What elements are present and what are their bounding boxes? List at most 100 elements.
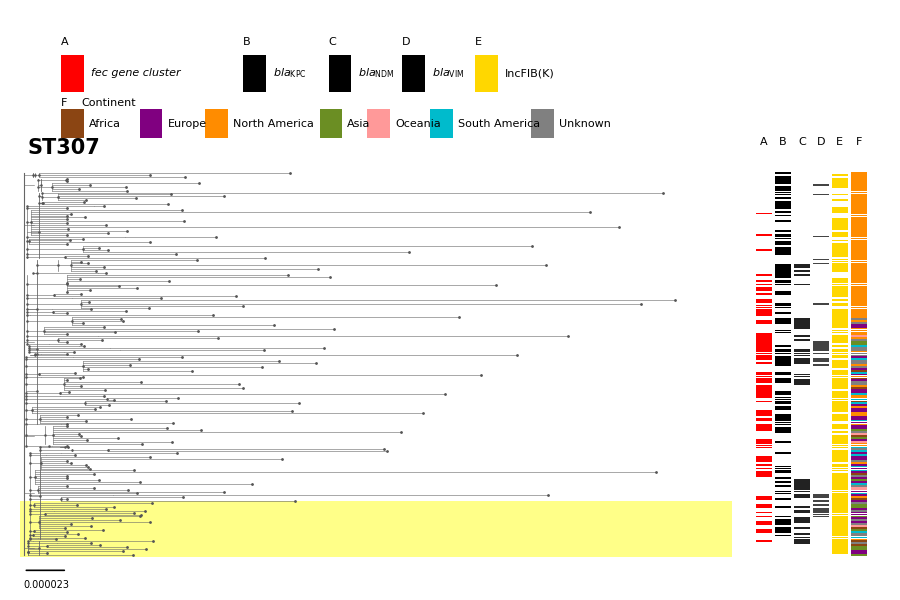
Bar bbox=[794, 324, 810, 326]
Bar bbox=[794, 335, 810, 337]
Bar bbox=[832, 249, 848, 251]
Bar bbox=[832, 408, 848, 410]
Bar bbox=[775, 472, 791, 473]
Bar bbox=[813, 263, 829, 264]
Bar bbox=[813, 514, 829, 515]
Bar bbox=[850, 533, 867, 535]
Bar bbox=[813, 361, 829, 362]
Bar bbox=[775, 182, 791, 184]
Bar bbox=[794, 361, 810, 362]
Bar bbox=[850, 481, 867, 483]
Bar bbox=[775, 215, 791, 217]
Bar bbox=[794, 506, 810, 508]
Bar bbox=[756, 335, 772, 337]
Bar bbox=[850, 218, 867, 220]
Bar bbox=[775, 398, 791, 400]
Bar bbox=[832, 536, 848, 538]
Bar bbox=[850, 502, 867, 504]
Bar bbox=[832, 310, 848, 312]
Bar bbox=[850, 293, 867, 295]
Bar bbox=[832, 305, 848, 307]
Bar bbox=[850, 443, 867, 445]
Bar bbox=[850, 372, 867, 374]
Bar bbox=[756, 387, 772, 389]
Bar bbox=[794, 353, 810, 355]
Text: South America: South America bbox=[458, 119, 540, 128]
Bar bbox=[832, 439, 848, 440]
Bar bbox=[775, 531, 791, 533]
Bar bbox=[756, 355, 772, 356]
Bar bbox=[850, 445, 867, 446]
Bar bbox=[850, 292, 867, 293]
Bar bbox=[756, 343, 772, 345]
Bar bbox=[832, 527, 848, 529]
Bar bbox=[850, 328, 867, 329]
Bar bbox=[850, 527, 867, 529]
Bar bbox=[850, 460, 867, 462]
Bar bbox=[756, 379, 772, 381]
Bar bbox=[756, 289, 772, 291]
Bar bbox=[850, 382, 867, 383]
Bar bbox=[850, 424, 867, 425]
Bar bbox=[813, 236, 829, 238]
FancyBboxPatch shape bbox=[243, 55, 266, 92]
Bar bbox=[832, 493, 848, 494]
Bar bbox=[813, 504, 829, 506]
Bar bbox=[794, 483, 810, 485]
Bar bbox=[850, 448, 867, 450]
Bar bbox=[775, 186, 791, 188]
Bar bbox=[756, 334, 772, 335]
Bar bbox=[850, 268, 867, 270]
Bar bbox=[850, 550, 867, 552]
Bar bbox=[850, 232, 867, 233]
Bar bbox=[832, 224, 848, 226]
Bar bbox=[850, 308, 867, 310]
Bar bbox=[850, 383, 867, 385]
Bar bbox=[850, 466, 867, 467]
Bar bbox=[850, 351, 867, 352]
Bar bbox=[832, 458, 848, 460]
Bar bbox=[756, 349, 772, 350]
Bar bbox=[832, 393, 848, 395]
Bar bbox=[850, 418, 867, 419]
Bar bbox=[832, 286, 848, 287]
Bar bbox=[794, 487, 810, 488]
Bar bbox=[850, 241, 867, 243]
Bar bbox=[756, 467, 772, 469]
Bar bbox=[850, 194, 867, 195]
Bar bbox=[850, 470, 867, 471]
Bar bbox=[850, 199, 867, 201]
Bar bbox=[832, 218, 848, 220]
Bar bbox=[756, 395, 772, 397]
Bar bbox=[794, 358, 810, 360]
Bar bbox=[775, 220, 791, 222]
Bar bbox=[756, 307, 772, 308]
Bar bbox=[775, 320, 791, 322]
Bar bbox=[775, 515, 791, 517]
Bar bbox=[756, 280, 772, 281]
Bar bbox=[794, 479, 810, 481]
Bar bbox=[756, 412, 772, 414]
Bar bbox=[756, 314, 772, 316]
Bar bbox=[850, 435, 867, 437]
Bar bbox=[832, 228, 848, 230]
Bar bbox=[850, 224, 867, 226]
Bar bbox=[832, 209, 848, 211]
Bar bbox=[850, 456, 867, 458]
Bar bbox=[775, 253, 791, 255]
Bar bbox=[756, 362, 772, 364]
Bar bbox=[850, 284, 867, 286]
Bar bbox=[813, 347, 829, 349]
Text: Continent: Continent bbox=[81, 98, 136, 108]
Bar bbox=[756, 472, 772, 473]
Bar bbox=[794, 322, 810, 324]
Bar bbox=[850, 184, 867, 186]
Bar bbox=[813, 184, 829, 186]
Bar bbox=[850, 203, 867, 205]
Bar bbox=[756, 397, 772, 398]
FancyBboxPatch shape bbox=[61, 109, 84, 138]
Bar bbox=[850, 186, 867, 188]
Bar bbox=[832, 341, 848, 343]
Bar bbox=[850, 301, 867, 302]
Bar bbox=[794, 266, 810, 268]
